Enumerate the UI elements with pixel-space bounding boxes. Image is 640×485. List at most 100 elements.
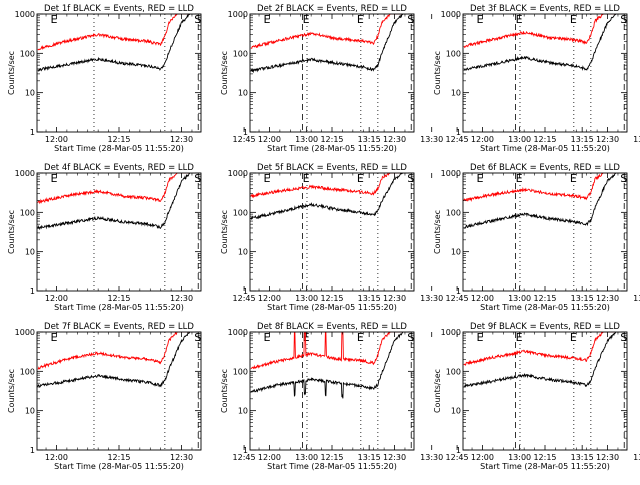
- x-tick-label: 12:30: [170, 135, 193, 144]
- lld-series-line: [37, 14, 201, 51]
- marker-label: E: [570, 331, 577, 344]
- x-tick-label: 13:15: [571, 294, 594, 303]
- events-series-line: [250, 173, 414, 221]
- x-tick-label: 12:30: [383, 135, 406, 144]
- y-tick-label: 10: [451, 248, 461, 257]
- panel-title: Det 3f BLACK = Events, RED = LLD: [470, 4, 620, 14]
- marker-label: E: [476, 13, 483, 26]
- plot-frame: [249, 13, 415, 133]
- y-axis-label: Counts/sec: [433, 369, 442, 413]
- lld-series-line: [463, 14, 627, 49]
- y-tick-label: 10: [451, 89, 461, 98]
- x-axis-label: Start Time (28-Mar-05 11:55:20): [480, 303, 610, 312]
- x-tick-label: 13:30: [633, 135, 640, 144]
- events-series-line: [463, 14, 627, 71]
- marker-label: S: [194, 13, 201, 26]
- y-tick-label: 100: [446, 367, 461, 376]
- x-tick-label: 12:15: [320, 135, 343, 144]
- y-axis-label: Counts/sec: [7, 51, 16, 95]
- events-series-line: [463, 332, 627, 388]
- x-tick-label: 12:00: [45, 294, 68, 303]
- events-series-line: [250, 14, 414, 74]
- plot-frame: [462, 331, 628, 451]
- series-group: [463, 173, 627, 229]
- y-tick-label: 1: [456, 128, 461, 137]
- x-tick-label: 12:15: [107, 135, 130, 144]
- events-series-line: [250, 332, 414, 399]
- y-tick-label: 1000: [441, 10, 461, 19]
- series-group: [250, 14, 414, 74]
- y-axis-label: Counts/sec: [220, 210, 229, 254]
- y-tick-label: 100: [233, 208, 248, 217]
- x-tick-label: 12:45: [233, 453, 256, 462]
- y-tick-label: 1000: [15, 169, 35, 178]
- x-tick-label: 12:00: [471, 294, 494, 303]
- plot-frame: [462, 13, 628, 133]
- series-group: [37, 332, 201, 388]
- x-tick-label: 12:00: [471, 453, 494, 462]
- y-tick-label: 10: [238, 407, 248, 416]
- series-group: [37, 14, 201, 72]
- x-tick-label: 13:00: [508, 294, 531, 303]
- events-series-line: [37, 14, 201, 72]
- lld-series-line: [250, 14, 414, 49]
- x-tick-label: 12:30: [596, 135, 619, 144]
- y-tick-label: 100: [446, 49, 461, 58]
- y-axis-label: Counts/sec: [7, 369, 16, 413]
- lld-series-line: [37, 173, 201, 205]
- panel-det-3: 1 10 100 1000 12:00 12:15 12:30 12:45 13:00 13:15…: [433, 4, 628, 153]
- marker-label: E: [263, 13, 270, 26]
- x-tick-label: 12:30: [170, 453, 193, 462]
- y-tick-label: 10: [25, 248, 35, 257]
- x-tick-label: 12:15: [107, 453, 130, 462]
- y-tick-label: 1: [243, 128, 248, 137]
- marker-label: E: [357, 172, 364, 185]
- marker-label: E: [570, 13, 577, 26]
- x-tick-label: 12:15: [107, 294, 130, 303]
- x-tick-label: 12:30: [596, 294, 619, 303]
- panel-title: Det 5f BLACK = Events, RED = LLD: [257, 163, 407, 173]
- x-tick-label: 12:00: [258, 294, 281, 303]
- marker-label: S: [194, 331, 201, 344]
- x-tick-label: 12:45: [233, 294, 256, 303]
- marker-label: E: [516, 13, 523, 26]
- series-group: [37, 173, 201, 231]
- marker-label: E: [50, 13, 57, 26]
- panel-title: Det 4f BLACK = Events, RED = LLD: [44, 163, 194, 173]
- x-tick-label: 13:15: [571, 453, 594, 462]
- panel-title: Det 6f BLACK = Events, RED = LLD: [470, 163, 620, 173]
- x-tick-label: 12:45: [446, 453, 469, 462]
- y-tick-label: 100: [233, 367, 248, 376]
- marker-label: E: [263, 331, 270, 344]
- marker-label: E: [303, 331, 310, 344]
- panel-det-9: 1 10 100 1000 12:00 12:15 12:30 12:45 13:00 13:15…: [433, 322, 628, 471]
- marker-label: E: [476, 331, 483, 344]
- y-tick-label: 1000: [15, 328, 35, 337]
- y-tick-label: 1000: [228, 10, 248, 19]
- y-tick-label: 10: [238, 248, 248, 257]
- x-tick-label: 13:15: [358, 135, 381, 144]
- x-tick-label: 13:00: [295, 135, 318, 144]
- y-tick-label: 1000: [228, 328, 248, 337]
- x-tick-label: 13:15: [358, 453, 381, 462]
- y-tick-label: 1: [30, 287, 35, 296]
- y-tick-label: 1: [243, 446, 248, 455]
- y-tick-label: 100: [20, 367, 35, 376]
- x-tick-label: 12:15: [320, 453, 343, 462]
- x-tick-label: 13:30: [420, 135, 443, 144]
- marker-label: E: [570, 172, 577, 185]
- y-axis-label: Counts/sec: [433, 210, 442, 254]
- x-tick-label: 12:30: [383, 294, 406, 303]
- x-tick-label: 12:30: [170, 294, 193, 303]
- x-axis-label: Start Time (28-Mar-05 11:55:20): [267, 462, 397, 471]
- x-axis-label: Start Time (28-Mar-05 11:55:20): [267, 303, 397, 312]
- series-group: [250, 173, 414, 221]
- y-axis-label: Counts/sec: [433, 51, 442, 95]
- marker-label: S: [407, 331, 414, 344]
- events-series-line: [37, 332, 201, 388]
- y-tick-label: 10: [25, 407, 35, 416]
- panel-det-1: 1 10 100 1000 12:00 12:15 12:30 12:45 13:00 13:15…: [7, 4, 443, 153]
- x-tick-label: 12:30: [383, 453, 406, 462]
- x-axis-label: Start Time (28-Mar-05 11:55:20): [267, 144, 397, 153]
- marker-label: E: [50, 331, 57, 344]
